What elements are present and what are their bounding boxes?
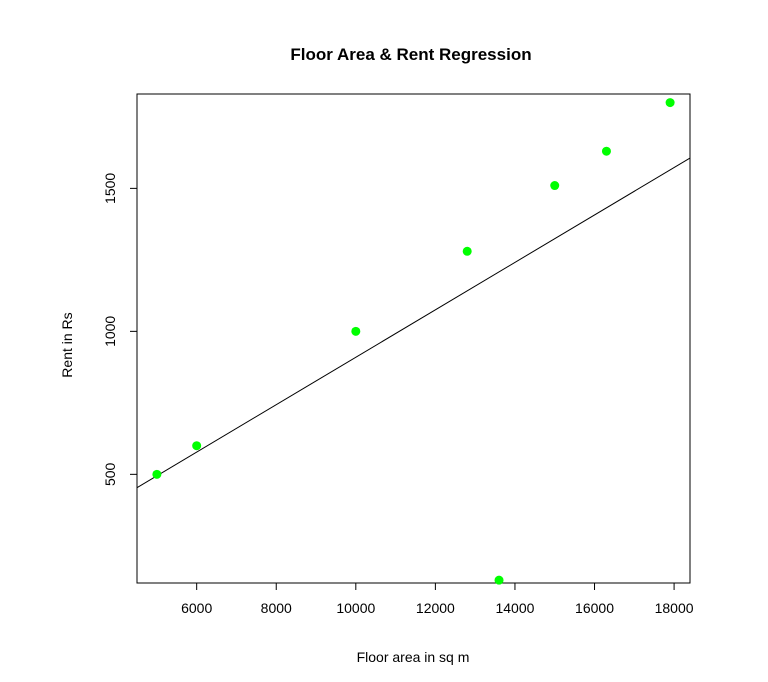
x-tick-label: 16000 — [575, 600, 614, 616]
data-point — [462, 246, 472, 256]
plot-frame — [136, 93, 691, 584]
x-axis: 6000 8000 10000 12000 14000 16000 18000 — [181, 583, 694, 616]
regression-layer — [136, 157, 691, 489]
y-tick-label: 1000 — [102, 316, 118, 347]
data-point — [494, 575, 504, 585]
data-point — [665, 98, 675, 108]
data-point — [601, 146, 611, 156]
x-tick-label: 6000 — [181, 600, 212, 616]
x-tick-label: 14000 — [495, 600, 534, 616]
regression-line — [136, 157, 691, 489]
data-point — [550, 181, 560, 191]
y-axis-label: Rent in Rs — [59, 312, 75, 377]
x-tick-label: 8000 — [261, 600, 292, 616]
y-tick-label: 1500 — [102, 173, 118, 204]
y-axis: 500 1000 1500 — [102, 173, 137, 486]
x-tick-label: 18000 — [655, 600, 694, 616]
data-point — [152, 469, 162, 479]
data-point — [351, 326, 361, 336]
x-tick-label: 10000 — [336, 600, 375, 616]
x-axis-label: Floor area in sq m — [357, 649, 470, 665]
y-tick-label: 500 — [102, 462, 118, 486]
points-layer — [152, 98, 675, 585]
x-tick-label: 12000 — [416, 600, 455, 616]
chart-title: Floor Area & Rent Regression — [290, 45, 531, 64]
data-point — [192, 441, 202, 451]
